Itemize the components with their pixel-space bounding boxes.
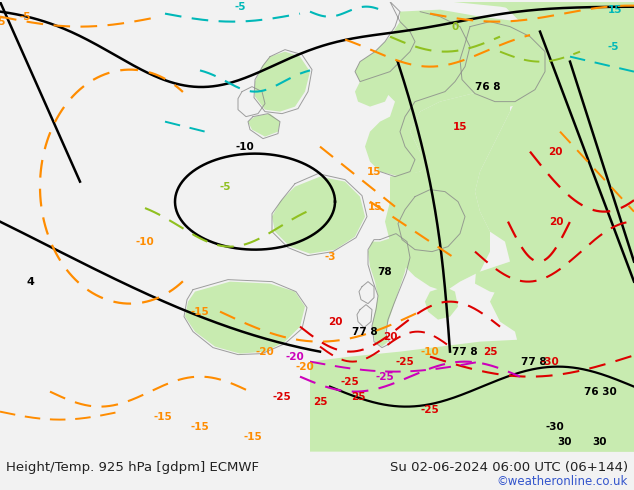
Text: 25: 25	[351, 392, 365, 402]
Polygon shape	[355, 10, 530, 176]
Polygon shape	[255, 51, 310, 112]
Text: 76 30: 76 30	[584, 387, 616, 396]
Text: ©weatheronline.co.uk: ©weatheronline.co.uk	[496, 475, 628, 488]
Text: -3: -3	[324, 252, 336, 262]
Text: 15: 15	[453, 122, 467, 132]
Text: -15: -15	[243, 432, 262, 441]
Text: -15: -15	[191, 307, 209, 317]
Text: -15: -15	[153, 412, 172, 421]
Text: 4: 4	[26, 277, 34, 287]
Text: 20: 20	[328, 317, 342, 327]
Text: -5: -5	[234, 1, 246, 12]
Text: 15: 15	[366, 167, 381, 176]
Text: -30: -30	[546, 421, 564, 432]
Text: -25: -25	[420, 405, 439, 415]
Text: -20: -20	[286, 352, 304, 362]
Text: -10: -10	[236, 142, 254, 151]
Text: 77 8: 77 8	[353, 327, 378, 337]
Text: -5: -5	[0, 17, 6, 26]
Text: 20: 20	[549, 217, 563, 226]
Text: -25: -25	[273, 392, 292, 402]
Text: 77 8: 77 8	[521, 357, 547, 367]
Text: -5: -5	[219, 182, 231, 192]
Polygon shape	[390, 1, 634, 32]
Text: -10: -10	[420, 346, 439, 357]
Polygon shape	[475, 260, 570, 299]
Text: 20: 20	[548, 147, 562, 157]
Text: 25: 25	[313, 396, 327, 407]
Text: -25: -25	[375, 371, 394, 382]
Text: -10: -10	[136, 237, 154, 246]
Polygon shape	[425, 287, 458, 319]
Polygon shape	[475, 1, 634, 452]
Polygon shape	[185, 282, 305, 354]
Text: -25: -25	[396, 357, 415, 367]
Text: -5: -5	[19, 12, 31, 22]
Polygon shape	[355, 76, 390, 107]
Polygon shape	[455, 17, 570, 107]
Text: -25: -25	[340, 377, 359, 387]
Text: 15: 15	[368, 201, 382, 212]
Text: 25: 25	[482, 346, 497, 357]
Polygon shape	[368, 237, 408, 346]
Text: -20: -20	[256, 346, 275, 357]
Text: 0: 0	[451, 22, 458, 32]
Polygon shape	[248, 114, 280, 137]
Text: 15: 15	[608, 4, 622, 15]
Polygon shape	[310, 340, 634, 452]
Text: 77 8: 77 8	[452, 346, 478, 357]
Polygon shape	[272, 176, 365, 254]
Text: Su 02-06-2024 06:00 UTC (06+144): Su 02-06-2024 06:00 UTC (06+144)	[389, 461, 628, 474]
Text: 76 8: 76 8	[476, 82, 501, 92]
Text: 20: 20	[383, 332, 398, 342]
Text: 78: 78	[378, 267, 392, 277]
Text: -15: -15	[191, 421, 209, 432]
Text: 30: 30	[593, 437, 607, 446]
Text: Height/Temp. 925 hPa [gdpm] ECMWF: Height/Temp. 925 hPa [gdpm] ECMWF	[6, 461, 259, 474]
Text: -20: -20	[295, 362, 314, 371]
Text: -5: -5	[607, 42, 619, 51]
Text: -30: -30	[541, 357, 559, 367]
Text: 30: 30	[558, 437, 573, 446]
Polygon shape	[385, 72, 510, 292]
